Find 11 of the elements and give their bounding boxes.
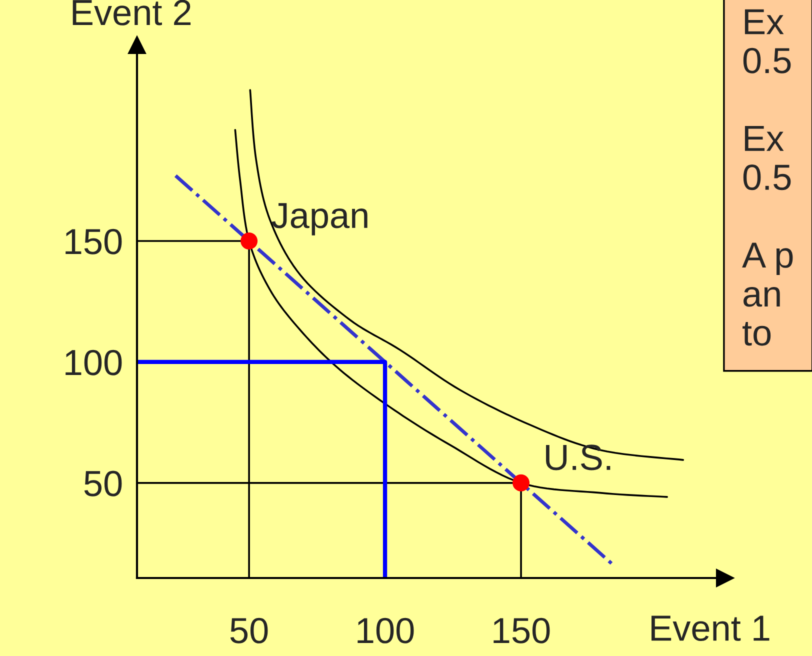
y-axis-title: Event 2 xyxy=(72,0,191,26)
y-tick-label: 100 xyxy=(66,350,122,376)
text: Ex 0.5 Ex 0.5 A p an to xyxy=(742,9,793,346)
x-tick-label: 50 xyxy=(230,618,268,644)
series-label: Japan xyxy=(272,203,368,236)
x-tick-label: 100 xyxy=(358,618,414,644)
y-tick-label: 150 xyxy=(66,228,122,254)
series-label: U.S. xyxy=(546,444,610,470)
y-tick-label: 50 xyxy=(84,470,122,496)
x-axis-title: Event 1 xyxy=(652,616,770,641)
x-tick-label: 150 xyxy=(494,618,550,644)
